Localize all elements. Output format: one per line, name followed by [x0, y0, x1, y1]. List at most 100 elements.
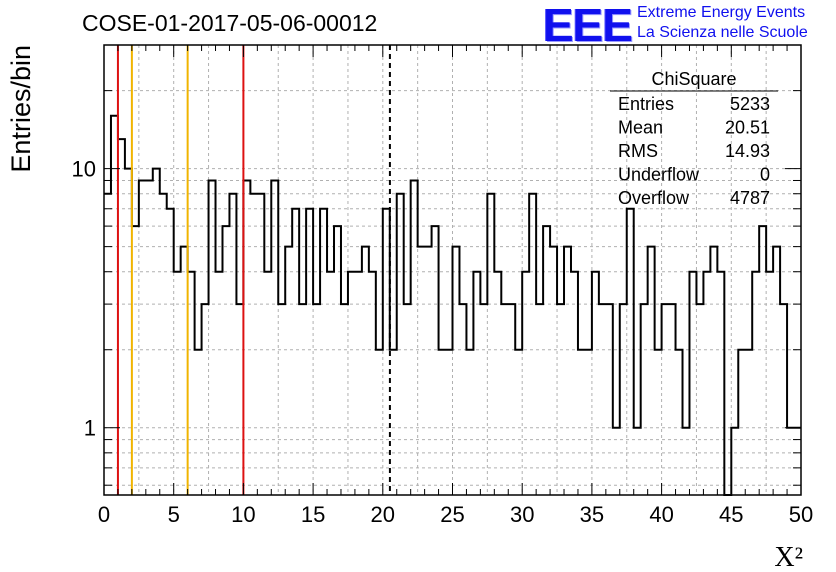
histogram-bin — [195, 350, 202, 495]
histogram-bin — [181, 247, 188, 495]
histogram-bin — [334, 226, 341, 495]
x-tick-label: 5 — [168, 502, 180, 527]
x-tick-label: 50 — [789, 502, 813, 527]
histogram-bin — [669, 304, 676, 495]
run-title: COSE-01-2017-05-06-00012 — [82, 10, 378, 36]
x-axis-label: X² — [774, 542, 803, 572]
histogram-bin — [355, 272, 362, 495]
histogram-bin — [487, 194, 494, 495]
x-tick-label: 15 — [301, 502, 325, 527]
histogram-bin — [425, 247, 432, 495]
y-tick-label: 10 — [72, 157, 96, 182]
histogram-bin — [613, 428, 620, 495]
histogram-bin — [466, 350, 473, 495]
histogram-bin — [459, 304, 466, 495]
histogram-bin — [306, 209, 313, 495]
histogram-bin — [738, 350, 745, 495]
histogram-bin — [780, 304, 787, 495]
x-tick-label: 30 — [510, 502, 534, 527]
histogram-bin — [606, 304, 613, 495]
histogram-bin — [299, 304, 306, 495]
histogram-bin — [787, 428, 794, 495]
histogram-bin — [118, 139, 125, 495]
histogram-bin — [717, 272, 724, 495]
histogram-bin — [703, 272, 710, 495]
histogram-bin — [139, 180, 146, 495]
histogram-bin — [683, 428, 690, 495]
histogram-bin — [501, 304, 508, 495]
y-tick-label: 1 — [84, 416, 96, 441]
histogram-bin — [473, 272, 480, 495]
histogram-bin — [480, 304, 487, 495]
x-tick-label: 35 — [580, 502, 604, 527]
stats-title: ChiSquare — [651, 69, 736, 89]
histogram-bin — [453, 247, 460, 495]
stats-label-entries: Entries — [618, 94, 674, 114]
histogram-bin — [320, 209, 327, 495]
histogram-bin — [209, 180, 216, 495]
histogram-bin — [257, 194, 264, 495]
logo-line-2: La Scienza nelle Scuole — [637, 24, 808, 41]
histogram-bin — [689, 272, 696, 495]
histogram-bin — [418, 247, 425, 495]
histogram-bin — [557, 304, 564, 495]
histogram-bin — [174, 272, 181, 495]
histogram-bin — [536, 304, 543, 495]
histogram-bin — [125, 169, 132, 495]
histogram-bin — [752, 272, 759, 495]
histogram-bin — [285, 247, 292, 495]
histogram-bin — [599, 304, 606, 495]
x-tick-label: 45 — [719, 502, 743, 527]
histogram-bin — [362, 247, 369, 495]
histogram-bin — [188, 272, 195, 495]
histogram-bin — [404, 304, 411, 495]
histogram-bin — [592, 272, 599, 495]
eee-logo: EEE — [543, 0, 633, 51]
y-axis-label: Entries/bin — [6, 45, 36, 173]
x-tick-label: 0 — [98, 502, 110, 527]
histogram-bin — [696, 304, 703, 495]
histogram-bin — [160, 194, 167, 495]
histogram-bin — [153, 169, 160, 495]
histogram-bin — [641, 304, 648, 495]
histogram-bin — [731, 428, 738, 495]
x-tick-label: 25 — [440, 502, 464, 527]
x-tick-label: 10 — [231, 502, 255, 527]
stats-label-rms: RMS — [618, 141, 658, 161]
histogram-bin — [634, 428, 641, 495]
histogram-bin — [327, 272, 334, 495]
histogram-bin — [494, 272, 501, 495]
histogram-bin — [250, 194, 257, 495]
histogram-bin — [146, 180, 153, 495]
histogram-bin — [508, 304, 515, 495]
histogram-bin — [271, 180, 278, 495]
histogram-bin — [236, 304, 243, 495]
histogram-bin — [585, 350, 592, 495]
histogram-bin — [515, 350, 522, 495]
histogram-bin — [766, 272, 773, 495]
histogram-bin — [292, 209, 299, 495]
histogram-bin — [529, 194, 536, 495]
stats-value-mean: 20.51 — [725, 118, 770, 138]
stats-value-overflow: 4787 — [730, 188, 770, 208]
stats-label-mean: Mean — [618, 118, 663, 138]
histogram-bin — [745, 350, 752, 495]
stats-label-overflow: Overflow — [618, 188, 690, 208]
histogram-bin — [439, 350, 446, 495]
histogram-bin — [446, 350, 453, 495]
stats-label-underflow: Underflow — [618, 165, 700, 185]
histogram-bin — [710, 247, 717, 495]
histogram-bin — [571, 272, 578, 495]
histogram-bin — [341, 304, 348, 495]
histogram-bin — [411, 180, 418, 495]
histogram-bin — [104, 194, 111, 495]
histogram-bin — [111, 116, 118, 495]
histogram-bin — [662, 304, 669, 495]
histogram-bin — [578, 350, 585, 495]
x-tick-label: 40 — [649, 502, 673, 527]
histogram-bin — [564, 247, 571, 495]
histogram-bin — [655, 350, 662, 495]
histogram-bin — [348, 272, 355, 495]
